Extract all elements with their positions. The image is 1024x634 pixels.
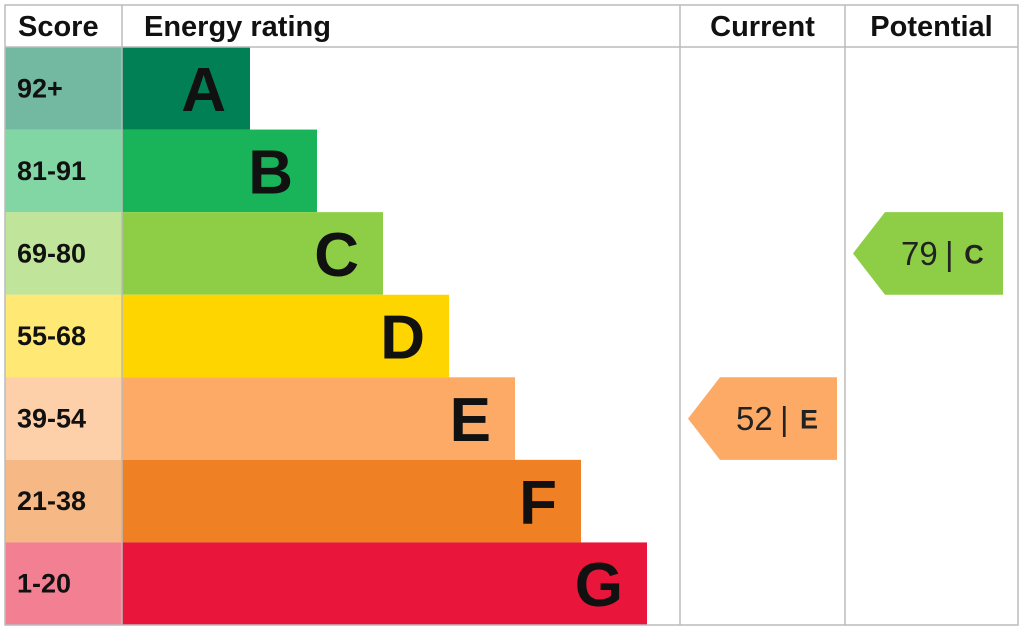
rating-letter: G xyxy=(575,551,623,620)
score-label: 1-20 xyxy=(17,569,71,599)
current-score: 52 xyxy=(736,400,773,437)
potential-arrow xyxy=(853,212,1003,295)
rating-bar xyxy=(122,129,317,213)
score-label: 55-68 xyxy=(17,321,86,351)
rating-bar xyxy=(122,212,383,295)
score-cell xyxy=(5,542,122,625)
score-cell xyxy=(5,377,122,460)
rating-bar xyxy=(122,294,449,378)
score-cell xyxy=(5,294,122,378)
score-label: 81-91 xyxy=(17,156,86,186)
potential-separator: | xyxy=(945,235,954,272)
current-arrow xyxy=(688,377,837,460)
score-cell xyxy=(5,47,122,130)
rating-letter: B xyxy=(248,138,293,207)
rating-bar xyxy=(122,542,647,625)
potential-score: 79 xyxy=(901,235,938,272)
header-rating: Energy rating xyxy=(144,11,331,43)
frame xyxy=(4,4,1019,626)
score-cell xyxy=(5,129,122,213)
score-cell xyxy=(5,212,122,295)
score-label: 69-80 xyxy=(17,238,86,268)
score-label: 21-38 xyxy=(17,486,86,516)
rating-letter: F xyxy=(519,469,557,538)
rating-letter: A xyxy=(181,56,226,125)
current-rating: E xyxy=(800,405,818,435)
header-score: Score xyxy=(18,11,99,43)
rating-bar xyxy=(122,459,581,543)
rating-bar xyxy=(122,377,515,460)
rating-letter: D xyxy=(380,304,425,373)
header-potential: Potential xyxy=(870,11,992,43)
current-separator: | xyxy=(780,400,789,437)
rating-bar xyxy=(122,47,250,130)
score-cell xyxy=(5,459,122,543)
rating-letter: E xyxy=(450,386,491,455)
header-current: Current xyxy=(710,11,815,43)
potential-rating: C xyxy=(964,239,984,269)
score-label: 39-54 xyxy=(17,404,86,434)
rating-letter: C xyxy=(314,221,359,290)
score-label: 92+ xyxy=(17,73,63,103)
